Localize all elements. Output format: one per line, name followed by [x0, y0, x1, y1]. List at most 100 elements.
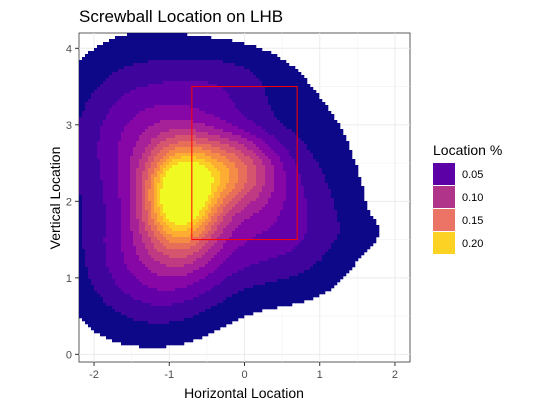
density-cell: [334, 201, 338, 205]
density-cell: [115, 126, 119, 130]
density-cell: [226, 57, 230, 61]
density-cell: [79, 111, 83, 115]
density-cell: [283, 84, 287, 88]
density-cell: [274, 93, 278, 97]
density-cell: [100, 189, 104, 193]
density-cell: [211, 201, 215, 205]
density-cell: [274, 201, 278, 205]
density-cell: [286, 141, 290, 145]
density-cell: [151, 93, 155, 97]
density-cell: [310, 117, 314, 121]
density-cell: [148, 42, 152, 46]
density-cell: [271, 126, 275, 130]
density-cell: [295, 129, 299, 133]
density-cell: [319, 102, 323, 106]
density-cell: [328, 195, 332, 199]
density-cell: [79, 120, 83, 124]
density-cell: [103, 42, 107, 46]
density-cell: [127, 78, 131, 82]
density-cell: [334, 132, 338, 136]
density-cell: [79, 204, 83, 208]
density-cell: [112, 141, 116, 145]
density-cell: [241, 213, 245, 217]
density-cell: [133, 33, 137, 37]
density-cell: [154, 135, 158, 139]
density-cell: [94, 81, 98, 85]
density-cell: [142, 33, 146, 37]
density-cell: [178, 105, 182, 109]
density-cell: [187, 84, 191, 88]
density-cell: [181, 171, 185, 175]
density-cell: [148, 186, 152, 190]
density-cell: [208, 75, 212, 79]
density-cell: [250, 57, 254, 61]
density-cell: [94, 192, 98, 196]
density-cell: [91, 123, 95, 127]
density-cell: [181, 90, 185, 94]
density-cell: [172, 60, 176, 64]
density-cell: [79, 162, 83, 166]
density-cell: [202, 192, 206, 196]
density-cell: [142, 111, 146, 115]
density-cell: [106, 174, 110, 178]
density-cell: [283, 189, 287, 193]
density-cell: [304, 195, 308, 199]
density-cell: [334, 204, 338, 208]
density-cell: [208, 54, 212, 58]
density-cell: [127, 90, 131, 94]
density-cell: [310, 186, 314, 190]
density-cell: [265, 207, 269, 211]
density-cell: [157, 57, 161, 61]
density-cell: [316, 168, 320, 172]
density-cell: [196, 120, 200, 124]
density-cell: [85, 135, 89, 139]
density-cell: [238, 168, 242, 172]
density-cell: [157, 171, 161, 175]
density-cell: [232, 168, 236, 172]
density-cell: [82, 192, 86, 196]
density-cell: [136, 33, 140, 37]
density-cell: [298, 147, 302, 151]
density-cell: [112, 129, 116, 133]
density-cell: [226, 114, 230, 118]
density-cell: [247, 138, 251, 142]
density-cell: [268, 198, 272, 202]
density-cell: [241, 123, 245, 127]
density-cell: [145, 132, 149, 136]
density-cell: [109, 105, 113, 109]
density-cell: [184, 126, 188, 130]
density-cell: [109, 57, 113, 61]
density-cell: [172, 108, 176, 112]
density-cell: [340, 177, 344, 181]
density-cell: [112, 216, 116, 220]
density-cell: [340, 213, 344, 217]
density-cell: [253, 138, 257, 142]
density-cell: [277, 105, 281, 109]
density-cell: [232, 207, 236, 211]
density-cell: [175, 186, 179, 190]
density-cell: [346, 156, 350, 160]
density-cell: [226, 123, 230, 127]
density-cell: [172, 90, 176, 94]
density-cell: [79, 171, 83, 175]
density-cell: [139, 213, 143, 217]
density-cell: [271, 213, 275, 217]
density-cell: [154, 63, 158, 67]
density-cell: [181, 135, 185, 139]
density-cell: [196, 87, 200, 91]
density-cell: [274, 54, 278, 58]
density-cell: [337, 147, 341, 151]
density-cell: [121, 57, 125, 61]
density-cell: [229, 156, 233, 160]
density-cell: [112, 165, 116, 169]
density-cell: [244, 117, 248, 121]
density-cell: [205, 165, 209, 169]
density-cell: [196, 72, 200, 76]
density-cell: [289, 99, 293, 103]
density-cell: [100, 57, 104, 61]
density-cell: [184, 33, 188, 37]
density-cell: [169, 51, 173, 55]
density-cell: [157, 129, 161, 133]
density-cell: [247, 147, 251, 151]
density-cell: [262, 141, 266, 145]
